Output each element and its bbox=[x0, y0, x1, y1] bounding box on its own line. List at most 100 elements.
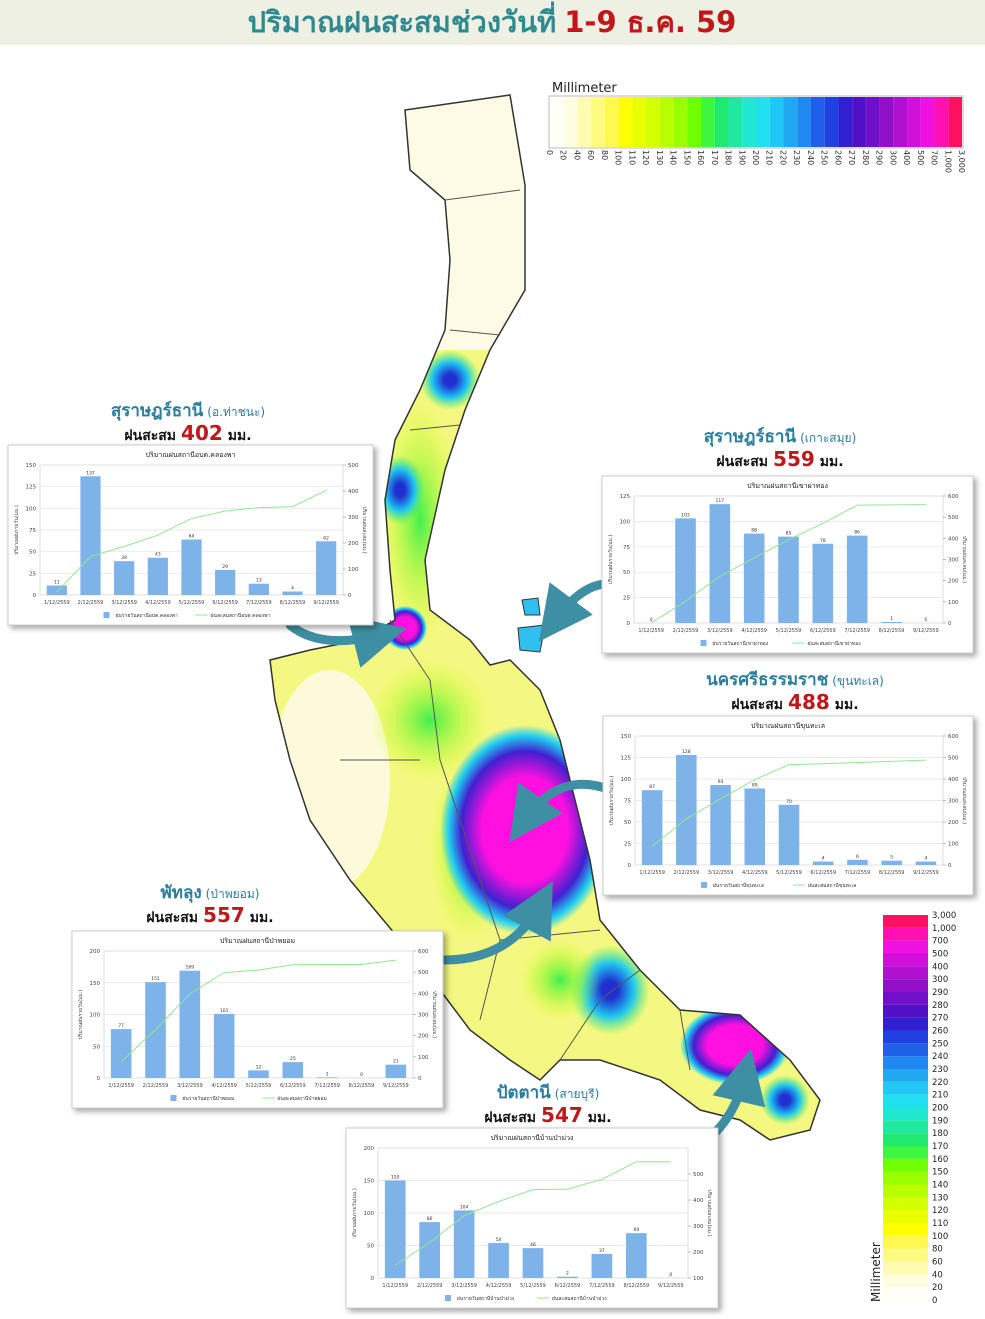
chart-title: ปริมาณฝนสถานีเขาผ่าทอง bbox=[747, 482, 828, 490]
value-label: 46 bbox=[530, 1242, 536, 1248]
legend-entry: ฝนรายวันสถานีขุนทะเล bbox=[713, 882, 764, 889]
legend-swatch bbox=[883, 1056, 928, 1069]
y2-axis-label: ปริมาณฝนสะสม(มม.) bbox=[706, 1189, 713, 1236]
x-tick-label: 9/12/2559 bbox=[658, 1283, 684, 1289]
bar bbox=[46, 585, 67, 595]
bar bbox=[743, 533, 765, 623]
legend-swatch bbox=[646, 97, 660, 147]
y2-tick-label: 500 bbox=[693, 1172, 704, 1178]
legend-label: 210 bbox=[932, 1091, 948, 1101]
legend-swatch bbox=[883, 1043, 928, 1057]
y2-axis-label: ปริมาณฝนสะสม(มม.) bbox=[961, 536, 968, 583]
district: (ขุนทะเล) bbox=[832, 674, 884, 689]
legend-label: 1,000 bbox=[943, 150, 952, 173]
y2-tick-label: 100 bbox=[948, 600, 959, 606]
cumulative-line bbox=[650, 504, 926, 624]
district: (เกาะสมุย) bbox=[800, 431, 856, 446]
value-label: 137 bbox=[86, 470, 95, 476]
legend-label: 700 bbox=[932, 937, 948, 947]
legend-entry: ฝนรายวันสถานีเขาผ่าทอง bbox=[713, 640, 769, 647]
legend-swatch bbox=[883, 1171, 928, 1185]
x-tick-label: 5/12/2559 bbox=[246, 1083, 272, 1089]
bar bbox=[179, 970, 201, 1078]
y-tick-label: 50 bbox=[623, 570, 630, 576]
bar bbox=[915, 861, 937, 865]
legend-frame bbox=[548, 95, 964, 149]
value-label: 101 bbox=[220, 1008, 229, 1014]
legend-swatch bbox=[883, 1223, 928, 1236]
total-unit: มม. bbox=[835, 697, 859, 713]
bar bbox=[847, 859, 868, 865]
y-tick-label: 125 bbox=[620, 494, 631, 500]
legend-right: Millimeter 0 20 40 60 80 100 110 120 130 140 150 16… bbox=[869, 911, 956, 1306]
legend-swatch bbox=[883, 1030, 928, 1044]
x-tick-label: 3/12/2559 bbox=[451, 1283, 477, 1289]
legend-label: 190 bbox=[737, 150, 746, 165]
value-label: 0 bbox=[924, 617, 927, 623]
value-label: 151 bbox=[151, 976, 160, 982]
legend-label: 400 bbox=[932, 962, 948, 972]
x-tick-label: 6/12/2559 bbox=[810, 628, 836, 634]
y2-tick-label: 300 bbox=[418, 1013, 429, 1019]
bar bbox=[213, 1013, 235, 1078]
legend-swatch bbox=[563, 97, 578, 147]
legend-swatch bbox=[883, 940, 928, 954]
y-tick-label: 50 bbox=[624, 820, 631, 826]
bar bbox=[215, 569, 236, 595]
station-heading: สุราษฎร์ธานี (เกาะสมุย) bbox=[704, 426, 857, 447]
legend-swatch bbox=[883, 1004, 928, 1018]
legend-label: 200 bbox=[751, 150, 760, 165]
legend-swatch bbox=[883, 1133, 928, 1146]
y-tick-label: 150 bbox=[621, 734, 632, 740]
x-tick-label: 4/12/2559 bbox=[742, 870, 768, 876]
legend-label: 0 bbox=[932, 1296, 937, 1306]
x-tick-label: 1/12/2559 bbox=[108, 1083, 134, 1089]
legend-swatch bbox=[883, 1107, 928, 1121]
x-tick-label: 7/12/2559 bbox=[589, 1283, 615, 1289]
rain-chart: พัทลุง (ป่าพยอม) ฝนสะสม 557 มม. ปริมาณฝนสถานี… bbox=[71, 883, 444, 1109]
bar bbox=[778, 536, 799, 623]
legend-label: 400 bbox=[902, 150, 911, 165]
legend-label: 60 bbox=[932, 1258, 943, 1268]
y-axis-label: ปริมาณฝนรายวัน(มม.) bbox=[607, 535, 614, 585]
legend-label: 1,000 bbox=[932, 924, 956, 934]
y2-tick-label: 500 bbox=[348, 463, 359, 469]
chart-title: ปริมาณฝนสถานีอบต.คลองพา bbox=[146, 451, 236, 459]
bar bbox=[881, 621, 902, 623]
legend-entry: ฝนสะสมสถานีเขาผ่าทอง bbox=[808, 640, 862, 647]
bar bbox=[710, 785, 731, 865]
cumulative-line bbox=[56, 490, 327, 593]
x-tick-label: 7/12/2559 bbox=[246, 600, 272, 606]
bar bbox=[181, 539, 202, 595]
total-value: 547 bbox=[541, 1103, 583, 1127]
bar bbox=[488, 1242, 509, 1278]
station-heading: ปัตตานี (สายบุรี) bbox=[497, 1082, 600, 1103]
legend-label: 110 bbox=[932, 1219, 948, 1229]
legend-label: 20 bbox=[932, 1283, 943, 1293]
x-tick-label: 9/12/2559 bbox=[913, 870, 939, 876]
legend-swatch bbox=[783, 97, 798, 147]
y2-tick-label: 0 bbox=[948, 863, 952, 869]
legend-label: 40 bbox=[572, 150, 581, 160]
legend-label: 3,000 bbox=[932, 911, 956, 921]
station-heading: สุราษฎร์ธานี (อ.ท่าชนะ) bbox=[111, 400, 265, 421]
total-line: ฝนสะสม 559 มม. bbox=[716, 447, 843, 471]
legend-label: 170 bbox=[710, 150, 719, 165]
y-tick-label: 100 bbox=[26, 506, 37, 512]
legend-swatch bbox=[687, 97, 702, 147]
value-label: 25 bbox=[290, 1056, 296, 1062]
legend-label: 60 bbox=[586, 150, 595, 160]
x-tick-label: 3/12/2559 bbox=[111, 600, 137, 606]
y2-tick-label: 200 bbox=[948, 820, 959, 826]
value-label: 37 bbox=[599, 1248, 605, 1254]
y-tick-label: 0 bbox=[97, 1076, 101, 1082]
bar bbox=[282, 591, 303, 595]
x-tick-label: 3/12/2559 bbox=[708, 870, 734, 876]
legend-swatch bbox=[883, 1146, 928, 1159]
y2-axis-label: ปริมาณฝนสะสม(มม.) bbox=[361, 506, 368, 553]
legend-swatch bbox=[883, 1069, 928, 1082]
bar bbox=[384, 1180, 406, 1278]
y-tick-label: 200 bbox=[364, 1146, 375, 1152]
legend-label: 80 bbox=[600, 150, 609, 160]
